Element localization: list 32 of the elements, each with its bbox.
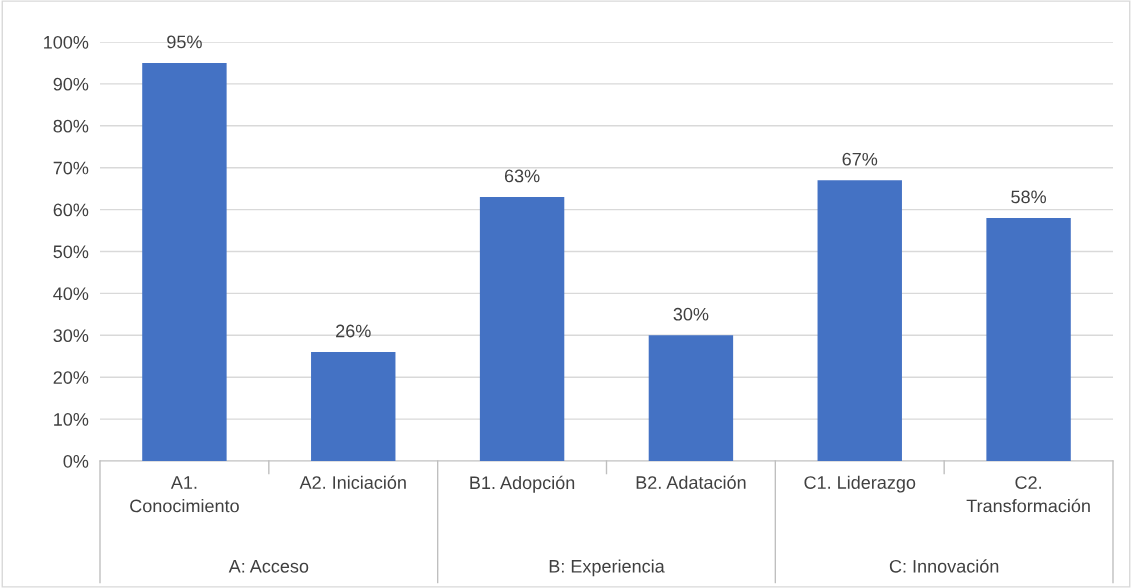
x-tick-label: B2. Adatación xyxy=(636,475,746,489)
y-tick-label: 0% xyxy=(63,454,89,468)
x-tick-label: C2. Transformación xyxy=(966,476,1090,513)
y-tick-label: 20% xyxy=(53,371,89,384)
x-tick-label: B1. Adopción xyxy=(470,475,575,493)
y-tick-label: 30% xyxy=(53,329,89,343)
bar xyxy=(986,217,1071,461)
y-tick-label: 100% xyxy=(44,35,89,49)
y-tick-label: 60% xyxy=(53,203,89,217)
data-label: 30% xyxy=(673,307,709,321)
bar xyxy=(479,197,565,461)
text: A: Acceso xyxy=(228,560,309,573)
data-label: 26% xyxy=(336,324,371,338)
bar xyxy=(142,62,227,461)
data-label: 67% xyxy=(842,152,878,166)
data-label: 95% xyxy=(167,35,202,49)
x-tick-label: A1. Conocimiento xyxy=(130,476,239,513)
text: B: Experiencia xyxy=(549,559,665,577)
bar xyxy=(817,180,902,461)
bar xyxy=(648,335,734,461)
y-tick-label: 90% xyxy=(53,77,89,91)
y-tick-label: 50% xyxy=(53,245,89,259)
x-tick-label: A2. Iniciación xyxy=(299,475,406,489)
y-tick-label: 70% xyxy=(53,161,89,175)
y-tick-label: 40% xyxy=(53,287,89,301)
y-tick-label: 10% xyxy=(54,413,89,426)
text: C: Innovación xyxy=(889,559,999,573)
y-tick-label: 80% xyxy=(53,119,89,133)
data-label: 63% xyxy=(504,169,540,183)
x-tick-label: C1. Liderazgo xyxy=(804,475,916,493)
bar xyxy=(311,352,396,461)
data-label: 58% xyxy=(1011,190,1047,204)
